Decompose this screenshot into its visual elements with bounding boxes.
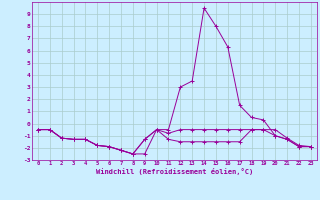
X-axis label: Windchill (Refroidissement éolien,°C): Windchill (Refroidissement éolien,°C) (96, 168, 253, 175)
